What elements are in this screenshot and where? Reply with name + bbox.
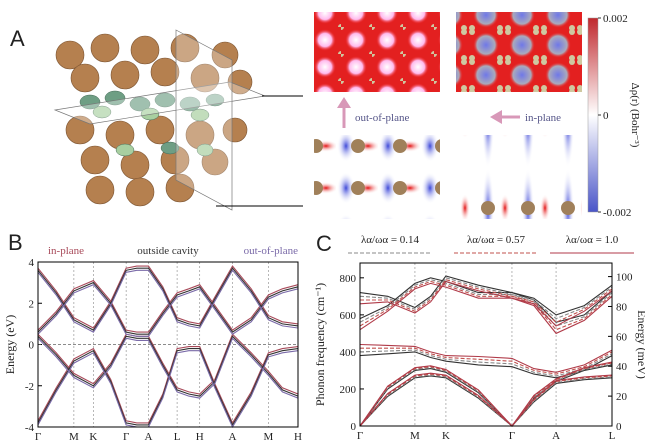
x-tick-label: Γ [123, 431, 129, 442]
y-tick-label: 800 [340, 273, 357, 285]
decoration [456, 135, 582, 219]
panel-label: A [10, 26, 25, 51]
x-tick-label: L [609, 430, 616, 442]
band-line [38, 334, 298, 394]
band-line [38, 336, 298, 396]
y-tick-label: 400 [340, 347, 357, 359]
band-line [360, 363, 612, 426]
y-tick-label: 4 [29, 257, 35, 269]
x-tick-label: L [174, 431, 181, 442]
y2-tick-label: 60 [616, 331, 628, 343]
decoration [111, 61, 139, 89]
decoration [126, 178, 154, 206]
decoration [86, 176, 114, 204]
y-tick-label: 0 [351, 421, 357, 433]
x-tick-label: M [263, 431, 273, 442]
colorbar-label: Δρ(r) (Bohr⁻³) [629, 83, 641, 148]
band-line [360, 348, 612, 374]
y2-tick-label: 20 [616, 391, 628, 403]
x-tick-label: A [229, 431, 237, 442]
band-line [38, 268, 298, 330]
decoration [116, 144, 134, 156]
x-tick-label: H [294, 431, 302, 442]
y-tick-label: -4 [25, 422, 35, 434]
panel-label: B [8, 230, 23, 255]
page: {"figure": {"panel_a": {"label": "A", "o… [0, 0, 645, 447]
y-tick-label: 2 [29, 298, 35, 310]
y2-tick-label: 0 [616, 421, 622, 433]
decoration [314, 12, 440, 92]
y-tick-label: -2 [25, 381, 34, 393]
y-tick-label: 0 [29, 340, 35, 352]
band-line [360, 278, 612, 326]
band-line [38, 349, 298, 425]
annotation: in-plane [525, 112, 561, 124]
y2-tick-label: 40 [616, 361, 628, 373]
decoration [81, 146, 109, 174]
panel-label: C [316, 231, 332, 256]
y-axis-label: Energy (eV) [3, 315, 17, 374]
decoration [71, 64, 99, 92]
y-axis-label: Phonon frequency (cm⁻¹) [313, 283, 327, 406]
y2-axis-label: Energy (meV) [635, 310, 645, 379]
legend-label: λα/ωα = 0.14 [361, 234, 420, 246]
legend-label: out-of-plane [244, 245, 298, 257]
x-tick-label: Γ [35, 431, 41, 442]
band-line [38, 338, 298, 398]
x-tick-label: Γ [509, 430, 515, 442]
x-tick-label: K [442, 430, 450, 442]
decoration [456, 12, 582, 92]
band-line [360, 365, 612, 426]
colorbar [588, 18, 598, 212]
band-line [38, 351, 298, 427]
legend-label: in-plane [48, 245, 84, 257]
band-line [360, 362, 612, 426]
y2-tick-label: 80 [616, 301, 628, 313]
decoration [490, 110, 502, 124]
x-tick-label: M [69, 431, 79, 442]
x-tick-label: A [552, 430, 560, 442]
y2-tick-label: 100 [616, 272, 633, 284]
band-line [38, 285, 298, 337]
decoration [151, 58, 179, 86]
annotation: out-of-plane [355, 112, 409, 124]
x-tick-label: Γ [357, 430, 363, 442]
decoration [131, 36, 159, 64]
x-tick-label: M [410, 430, 420, 442]
y-tick-label: 600 [340, 310, 357, 322]
legend-label: λα/ωα = 0.57 [467, 234, 526, 246]
band-line [360, 282, 612, 334]
decoration [176, 30, 232, 210]
colorbar-tick-label: 0.002 [603, 13, 628, 25]
figure: A out-of-plane in-plane Δρ(r) (Bohr⁻³) 0… [0, 0, 645, 442]
decoration [91, 34, 119, 62]
legend-label: λα/ωα = 1.0 [566, 234, 619, 246]
colorbar-tick-label: 0 [603, 110, 609, 122]
band-line [38, 266, 298, 328]
y-tick-label: 200 [340, 384, 357, 396]
decoration [337, 97, 351, 108]
plot-frame [360, 263, 612, 426]
colorbar-tick-label: -0.002 [603, 207, 631, 219]
x-tick-label: H [196, 431, 204, 442]
x-tick-label: A [145, 431, 153, 442]
crystal-illustration [55, 30, 303, 210]
decoration [314, 135, 440, 219]
band-line [38, 347, 298, 423]
x-tick-label: K [89, 431, 97, 442]
legend-label: outside cavity [137, 245, 199, 257]
